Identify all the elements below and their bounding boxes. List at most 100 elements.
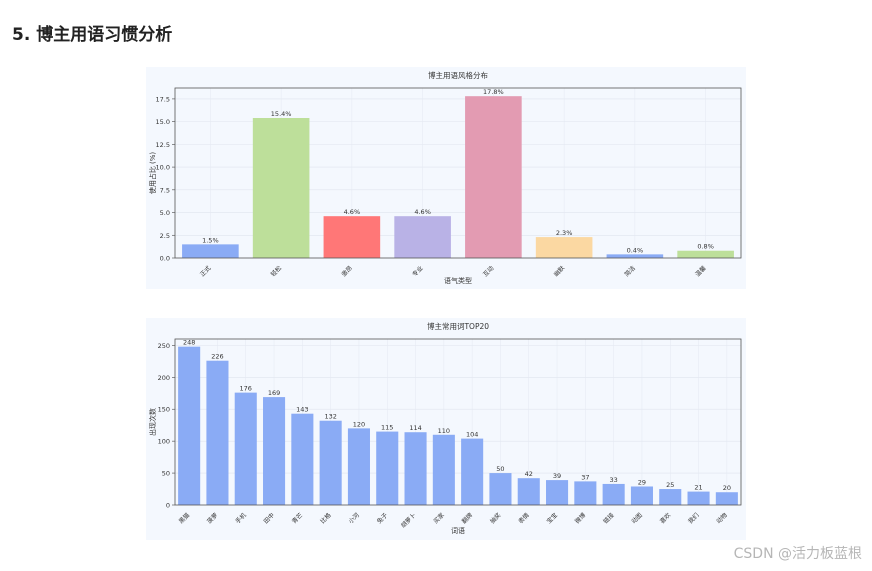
bar: [178, 346, 201, 505]
x-tick-label: 抽奖: [488, 511, 502, 525]
bar-value-label: 143: [296, 406, 308, 414]
watermark: CSDN @活力板蓝根: [733, 546, 862, 562]
x-tick-label: 比格: [318, 511, 332, 525]
style-distribution-chart-svg: 博主用语风格分布 0.0 2.5 5.0 7.5 10.0 12.5 15.0 17.5 1.5%…: [148, 70, 742, 285]
bar-value-label: 39: [553, 472, 561, 480]
bar-value-label: 169: [268, 389, 280, 397]
bar: [347, 428, 370, 505]
x-axis-label: 词语: [451, 526, 465, 535]
bar: [323, 216, 381, 258]
bar: [461, 438, 484, 505]
x-tick-label: 小河: [347, 511, 361, 525]
y-tick-label: 100: [158, 438, 170, 446]
bar-value-label: 114: [409, 424, 421, 432]
plot-frame: [174, 338, 742, 506]
bar-value-label: 104: [466, 431, 478, 439]
x-tick-label: 翻牌: [460, 511, 474, 525]
x-tick-label: 动图: [631, 512, 644, 525]
bar: [687, 491, 710, 505]
bar-value-label: 21: [694, 484, 702, 492]
x-tick-label: 链接: [601, 511, 615, 525]
x-tick-label: 表情: [517, 511, 531, 525]
style-distribution-chart: 博主用语风格分布 0.0 2.5 5.0 7.5 10.0 12.5 15.0 17.5 1.5%…: [146, 67, 746, 289]
top-words-chart: 博主常用词TOP20 0 50 100 150 200 250 248 黑猫 226 菠萝 176 手机…: [146, 318, 746, 540]
bar: [465, 96, 522, 258]
bar-value-label: 132: [324, 413, 336, 421]
bar: [535, 237, 593, 258]
x-tick-label: 菠萝: [205, 511, 219, 525]
bar: [432, 434, 455, 505]
bar: [252, 118, 310, 258]
top-words-chart-svg: 博主常用词TOP20 0 50 100 150 200 250 248 黑猫 226 菠萝 176 手机…: [148, 321, 742, 535]
bar: [263, 397, 286, 505]
x-tick-label: 轻松: [269, 264, 283, 278]
bar-value-label: 4.6%: [344, 208, 361, 216]
x-tick-label: 喜欢: [658, 511, 672, 525]
x-tick-label: 幽默: [552, 264, 566, 278]
bar: [602, 483, 625, 505]
y-tick-label: 0.0: [160, 255, 170, 263]
x-tick-label: 手机: [234, 511, 248, 525]
y-tick-label: 17.5: [156, 95, 170, 103]
bar-value-label: 33: [610, 476, 618, 484]
bar-value-label: 42: [525, 470, 533, 478]
bar: [630, 486, 653, 505]
y-tick-label: 250: [158, 342, 170, 350]
y-tick-label: 7.5: [160, 186, 170, 194]
bar-value-label: 2.3%: [556, 229, 573, 237]
x-tick-label: 胡萝卜: [399, 511, 417, 529]
bar: [517, 478, 540, 505]
bar: [659, 489, 682, 505]
bar-value-label: 226: [211, 353, 223, 361]
bar-value-label: 0.4%: [627, 246, 644, 254]
x-tick-label: 温馨: [693, 264, 707, 278]
x-axis-label: 语气类型: [444, 276, 472, 285]
chart-title: 博主常用词TOP20: [427, 321, 489, 331]
bar-value-label: 50: [496, 465, 504, 473]
bar: [606, 254, 664, 258]
y-tick-label: 0: [166, 502, 170, 510]
bar-value-label: 248: [183, 339, 195, 347]
x-tick-label: 互动: [482, 265, 495, 278]
x-tick-label: 田中: [262, 511, 276, 525]
y-tick-label: 12.5: [156, 141, 170, 149]
x-tick-label: 微博: [573, 511, 587, 525]
bar-value-label: 17.8%: [483, 88, 504, 96]
section-heading: 5. 博主用语习惯分析: [12, 25, 173, 45]
x-tick-label: 黑猫: [177, 511, 191, 525]
x-tick-label: 宝宝: [545, 511, 559, 525]
plot-area: [175, 339, 741, 505]
bar: [319, 420, 342, 505]
bar: [206, 360, 229, 505]
bar: [182, 244, 239, 258]
bar-value-label: 0.8%: [697, 243, 714, 251]
x-tick-label: 激昂: [340, 264, 354, 278]
x-tick-label: 青芒: [290, 511, 304, 525]
chart-title: 博主用语风格分布: [428, 70, 488, 80]
y-tick-label: 15.0: [156, 118, 170, 126]
bar: [376, 431, 399, 505]
bar-value-label: 25: [666, 481, 674, 489]
bar: [394, 216, 451, 258]
bar-value-label: 110: [438, 427, 450, 435]
y-tick-label: 5.0: [160, 209, 170, 217]
y-axis-label: 使用占比 (%): [148, 152, 157, 195]
bar: [574, 481, 597, 505]
x-tick-label: 正式: [198, 264, 212, 278]
bar-value-label: 176: [240, 385, 252, 393]
y-tick-label: 2.5: [160, 232, 170, 240]
plot-frame: [174, 87, 742, 259]
y-tick-label: 150: [158, 406, 170, 414]
y-tick-label: 200: [158, 374, 170, 382]
bar-value-label: 4.6%: [414, 208, 431, 216]
x-tick-label: 专业: [410, 264, 424, 278]
x-tick-label: 简洁: [623, 264, 637, 278]
bar-value-label: 15.4%: [271, 110, 292, 118]
bar-value-label: 20: [723, 484, 731, 492]
bar: [715, 492, 738, 505]
bar-value-label: 37: [581, 473, 589, 481]
bar-value-label: 29: [638, 478, 646, 486]
x-tick-label: 买家: [432, 511, 446, 525]
bar-value-label: 115: [381, 424, 393, 432]
bar: [546, 480, 569, 505]
